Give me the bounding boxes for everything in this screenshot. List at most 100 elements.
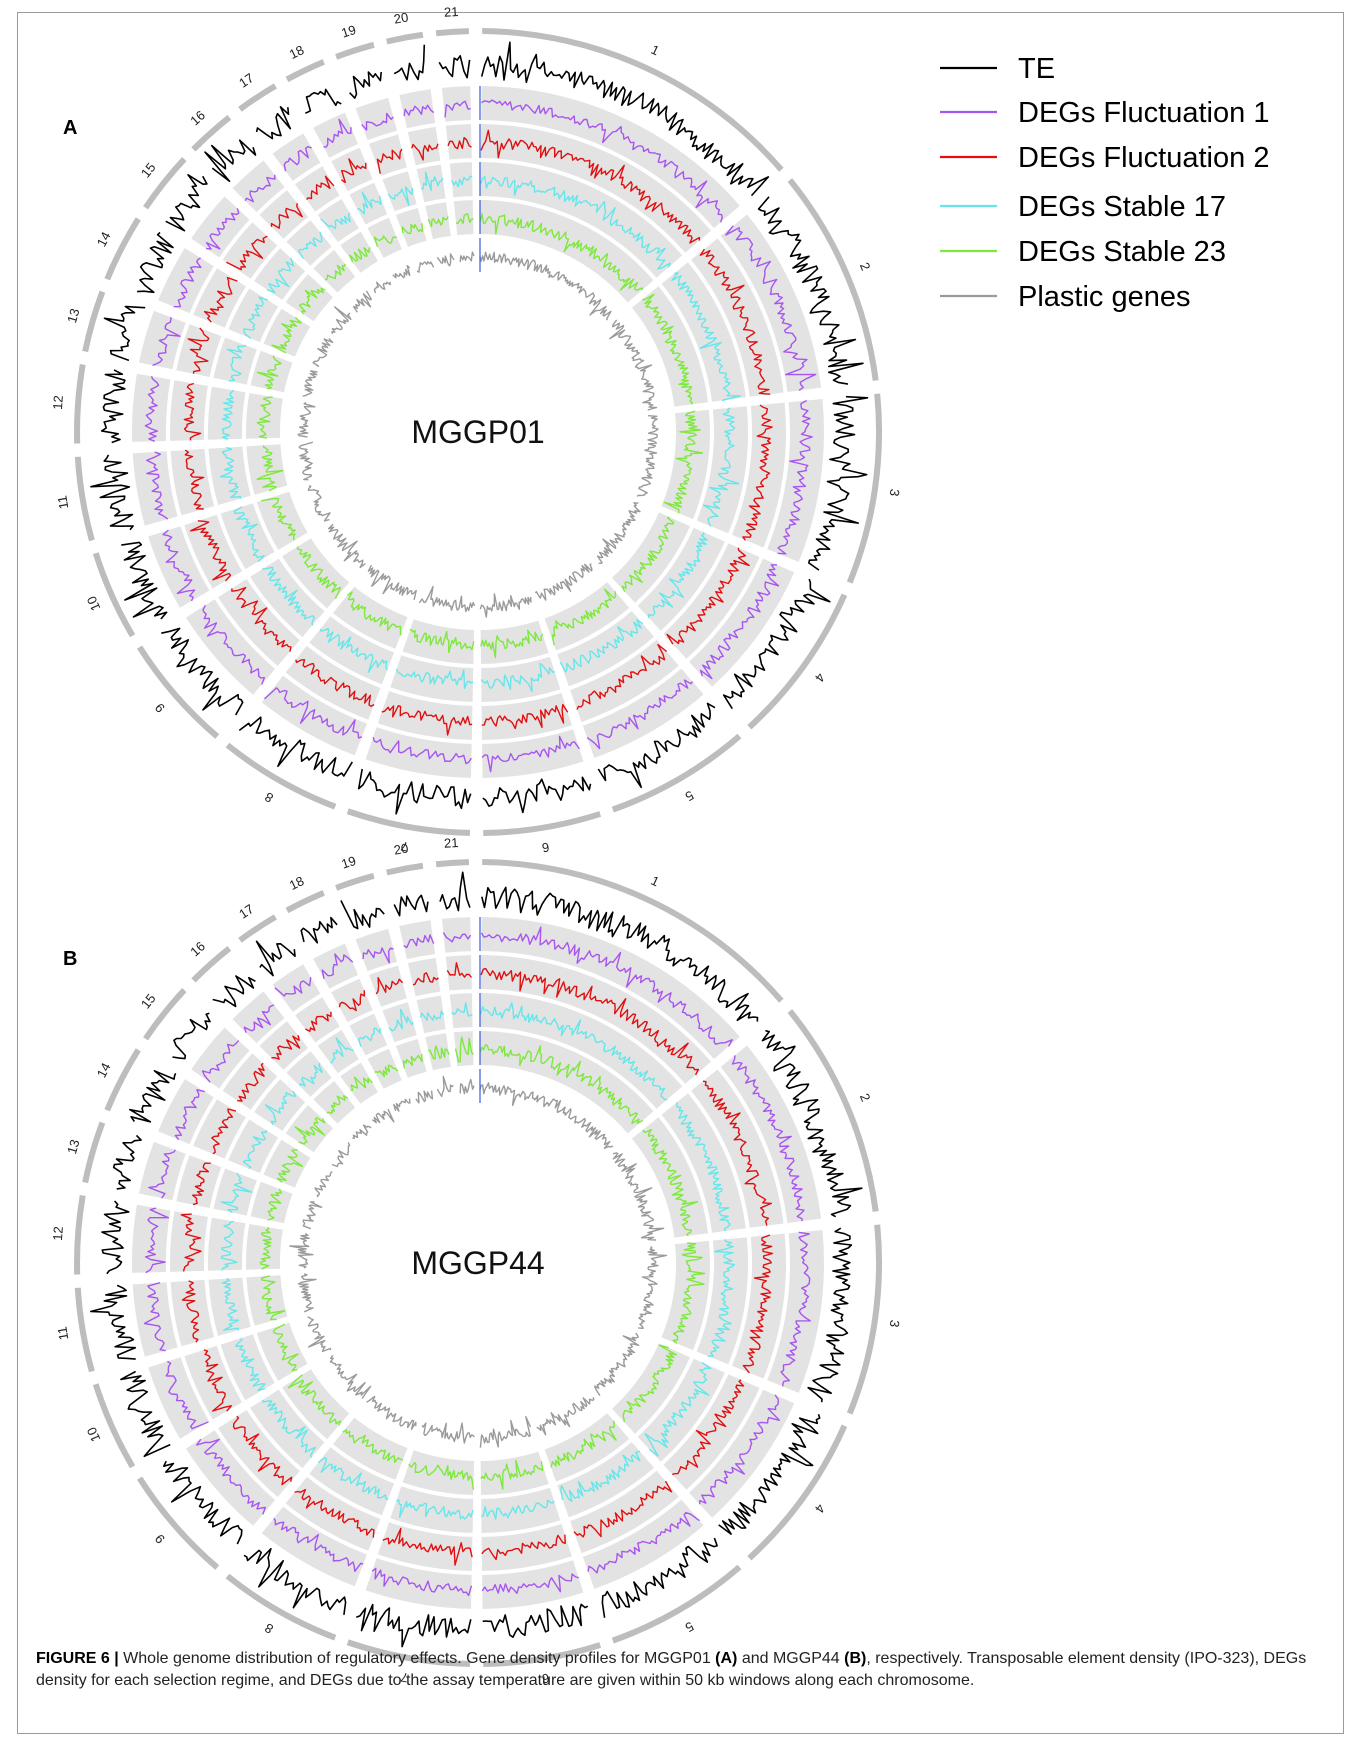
- track-background: [158, 248, 214, 314]
- density-line: [373, 281, 391, 294]
- figure-frame: [17, 12, 1344, 1734]
- chromosome-ideogram: [225, 742, 337, 810]
- legend-label: DEGs Stable 23: [1018, 236, 1226, 268]
- density-line: [152, 317, 181, 366]
- density-line: [298, 231, 323, 259]
- chromosome-ideogram: [611, 733, 742, 813]
- density-line: [808, 395, 869, 571]
- density-line: [137, 231, 174, 294]
- chromosome-label: 14: [94, 1060, 114, 1080]
- density-line: [481, 735, 580, 773]
- density-line: [418, 585, 476, 613]
- density-line: [401, 223, 423, 235]
- density-line: [187, 327, 210, 374]
- density-line: [259, 1227, 272, 1270]
- density-line: [396, 1499, 474, 1520]
- density-line: [317, 1457, 389, 1500]
- track-background: [732, 402, 787, 548]
- legend-label: DEGs Fluctuation 2: [1018, 142, 1269, 174]
- density-line: [266, 257, 295, 294]
- track-background: [632, 1117, 709, 1238]
- density-line: [456, 213, 474, 225]
- chromosome-label: 14: [94, 229, 114, 249]
- track-background: [481, 917, 740, 1059]
- density-line: [172, 1012, 211, 1060]
- density-line: [256, 445, 284, 492]
- density-line: [412, 972, 439, 986]
- density-line: [327, 523, 366, 569]
- density-line: [408, 1461, 475, 1490]
- chromosome-label: 10: [84, 1425, 104, 1444]
- density-line: [622, 1344, 677, 1423]
- density-line: [320, 212, 351, 230]
- track-background: [661, 1093, 746, 1233]
- chromosome-ideogram: [143, 157, 187, 210]
- track-background: [261, 1506, 367, 1587]
- track-background: [208, 446, 251, 505]
- track-background: [184, 514, 242, 589]
- density-line: [375, 977, 404, 995]
- density-line: [381, 705, 473, 736]
- density-line: [663, 410, 704, 514]
- density-line: [393, 894, 429, 917]
- density-line: [403, 934, 435, 949]
- track-background: [732, 1233, 787, 1379]
- chromosome-ideogram: [285, 59, 325, 83]
- track-background: [661, 409, 710, 520]
- chromosome-label: 16: [187, 107, 208, 128]
- track-background: [170, 448, 215, 516]
- track-background: [295, 997, 340, 1043]
- chromosome-ideogram: [92, 1383, 136, 1469]
- track-background: [176, 1155, 222, 1208]
- chromosome-ideogram: [335, 872, 375, 891]
- legend-label: Plastic genes: [1018, 281, 1191, 313]
- chromosome-ideogram: [483, 811, 602, 836]
- density-line: [427, 216, 449, 228]
- track-background: [220, 503, 275, 570]
- chromosome-ideogram: [787, 1009, 879, 1212]
- track-background: [285, 274, 333, 322]
- density-line: [807, 1227, 853, 1403]
- track-background: [582, 668, 704, 758]
- density-line: [271, 316, 302, 354]
- track-background: [367, 1048, 402, 1089]
- track-background: [148, 1357, 210, 1439]
- density-line: [204, 139, 257, 183]
- caption-ref-b: (B): [844, 1650, 867, 1667]
- chromosome-label: 17: [236, 70, 256, 90]
- density-line: [376, 148, 403, 174]
- track-background: [295, 166, 340, 212]
- density-line: [129, 1070, 177, 1123]
- density-line: [307, 1316, 332, 1353]
- density-line: [264, 687, 363, 739]
- density-line: [672, 1242, 706, 1345]
- density-line: [233, 506, 265, 563]
- density-line: [338, 990, 365, 1012]
- density-line: [276, 1149, 304, 1183]
- density-line: [203, 1349, 232, 1412]
- density-line: [442, 932, 472, 943]
- caption-text-3: , respectively. Transposable element den…: [36, 1650, 1307, 1689]
- track-background: [139, 1141, 186, 1201]
- density-line: [356, 1603, 472, 1648]
- track-background: [213, 337, 257, 385]
- chromosome-label: 11: [54, 1325, 71, 1341]
- density-line: [326, 1095, 349, 1114]
- density-line: [446, 962, 473, 978]
- panel-letter: A: [63, 117, 77, 139]
- density-line: [436, 253, 455, 267]
- density-line: [393, 1098, 411, 1112]
- track-background: [696, 406, 749, 534]
- density-line: [321, 953, 354, 979]
- track-background: [207, 386, 246, 440]
- chromosome-label: 19: [339, 853, 357, 872]
- density-line: [636, 415, 659, 497]
- density-line: [302, 370, 318, 397]
- chromosome-ideogram: [483, 1642, 602, 1667]
- track-background: [377, 691, 473, 740]
- density-line: [676, 1102, 731, 1232]
- density-line: [201, 1040, 240, 1083]
- density-line: [235, 1337, 266, 1391]
